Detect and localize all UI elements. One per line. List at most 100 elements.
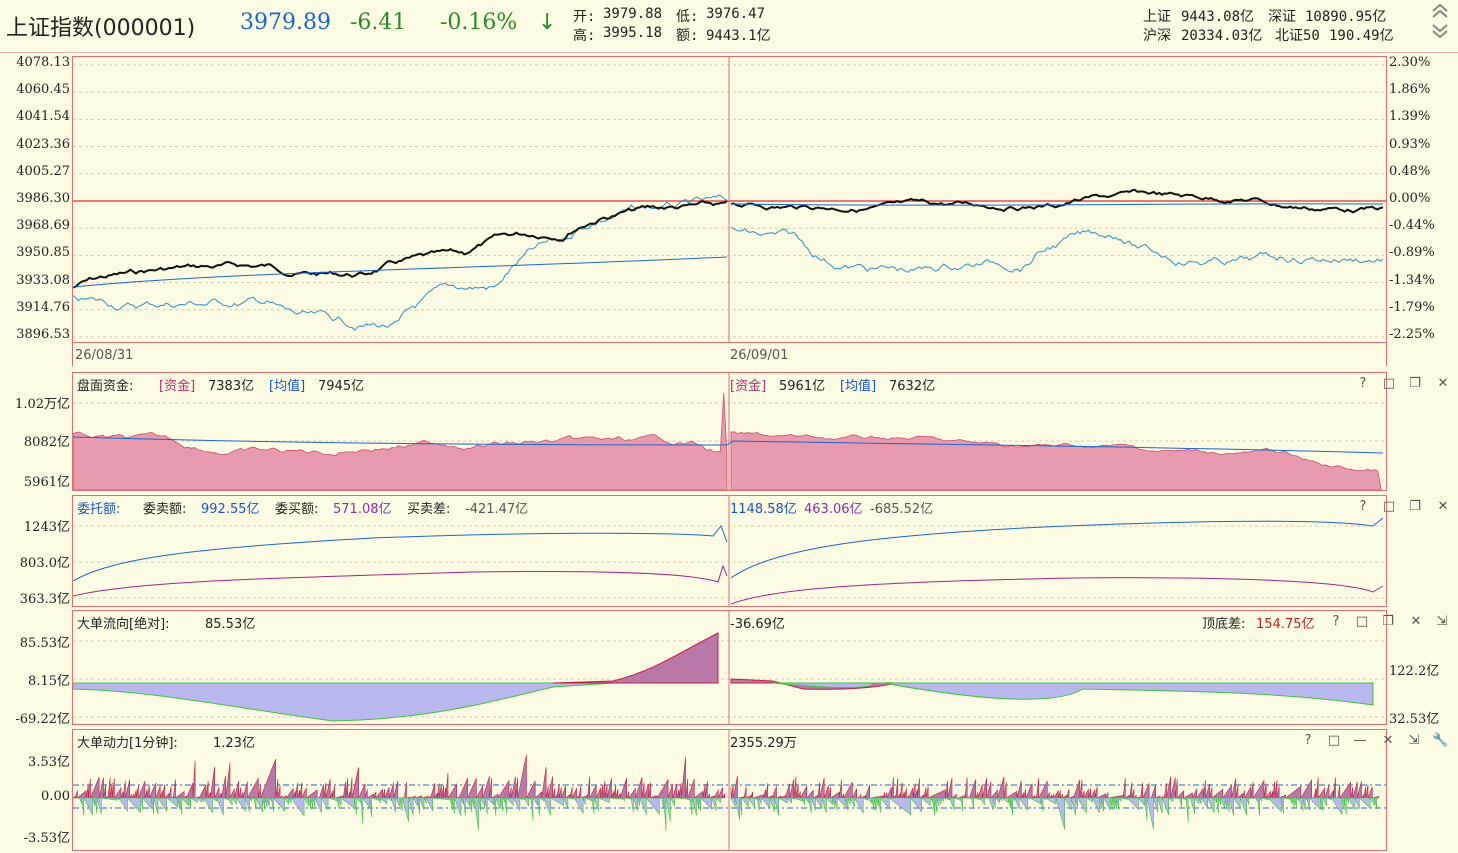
amount-value: 9443.1亿 [706,28,771,44]
funds-avg-line [73,436,1384,454]
diff-value: -421.47亿 [465,502,529,517]
funds-value-2: 5961亿 [779,379,826,394]
close-icon[interactable]: ✕ [1437,499,1449,514]
sell-order-line [73,525,728,582]
maximize-icon[interactable]: □ [1327,733,1341,748]
gap-value: 154.75亿 [1256,617,1315,632]
funds-tag-2: [资金] [730,379,767,394]
gap-label: 顶底差: [1202,617,1246,632]
price-tick: 3914.76 [16,299,70,315]
export-icon[interactable]: ⇲ [1436,614,1448,629]
pct-tick: 0.48% [1389,163,1431,179]
bigflow-toolbar: ? □ ❐ ✕ ⇲ [1328,614,1454,632]
price-tick: 4060.45 [16,82,70,98]
pct-tick: -0.44% [1389,218,1435,234]
funds-tick: 8082亿 [23,435,70,450]
funds-avg-tag-2: [均值] [840,379,877,394]
wrench-icon[interactable]: 🔧 [1432,733,1449,748]
maximize-icon[interactable]: □ [1382,499,1396,514]
sz-label: 深证 [1268,9,1296,25]
pct-tick: 0.93% [1389,136,1431,152]
sell-label: 委卖额: [143,502,187,517]
sh-label: 上证 [1143,9,1171,25]
pct-tick: -0.89% [1389,245,1435,261]
bigflow-chart-svg [73,611,1386,724]
bigflow-title: 大单流向[绝对]: [77,617,170,632]
index-price: 3979.89 [240,10,331,35]
minimize-icon[interactable]: — [1353,733,1367,748]
flow-right-tick: 32.53亿 [1389,712,1440,727]
avg-price-line [73,256,728,288]
funds-title: 盘面资金: [77,379,134,394]
funds-area [73,392,728,490]
price-tick: 4023.36 [16,136,70,152]
close-icon[interactable]: ✕ [1382,733,1394,748]
flow-negative-area-day2 [772,682,1374,706]
price-tick: 3968.69 [16,218,70,234]
pct-tick: -2.25% [1389,327,1435,342]
low-label: 低: [676,9,699,25]
flow-right-tick: 122.2亿 [1389,664,1440,679]
sh-value: 9443.08亿 [1181,9,1255,25]
bz-value: 190.49亿 [1329,28,1394,44]
momentum-negative-bars-day2 [730,796,1377,830]
date-label-2: 26/09/01 [730,348,789,363]
pct-tick: 0.00% [1389,191,1431,206]
restore-icon[interactable]: ❐ [1382,614,1394,629]
scroll-down-icon[interactable] [1430,22,1450,42]
price-tick: 3896.53 [16,327,70,342]
bz-label: 北证50 [1275,28,1320,44]
pct-tick: -1.34% [1389,272,1435,288]
funds-panel[interactable]: 盘面资金: [资金] 7383亿 [均值] 7945亿 [资金] 5961亿 [… [72,372,1387,491]
orders-toolbar: ? □ ❐ ✕ [1355,499,1455,517]
diff-value-2: -685.52亿 [870,502,934,517]
high-value: 3995.18 [603,25,663,41]
index-line-unweighted-day2 [730,226,1384,273]
bigflow-panel[interactable]: 大单流向[绝对]: 85.53亿 -36.69亿 顶底差: 154.75亿 [72,610,1387,725]
scroll-up-icon[interactable] [1430,2,1450,22]
maximize-icon[interactable]: □ [1355,614,1369,629]
close-icon[interactable]: ✕ [1410,614,1422,629]
help-icon[interactable]: ? [1304,733,1312,748]
down-arrow-icon: ↓ [538,10,557,35]
funds-avg-tag: [均值] [269,379,306,394]
momentum-panel[interactable]: 大单动力[1分钟]: 1.23亿 2355.29万 [72,729,1387,851]
restore-icon[interactable]: ❐ [1409,376,1421,391]
bigflow-value-2: -36.69亿 [730,617,785,632]
price-tick: 4005.27 [16,163,70,179]
open-label: 开: [573,9,596,25]
help-icon[interactable]: ? [1332,614,1340,629]
restore-icon[interactable]: ❐ [1409,499,1421,514]
help-icon[interactable]: ? [1359,499,1367,514]
sell-order-line-day2 [730,517,1384,579]
orders-panel[interactable]: 委托额: 委卖额: 992.55亿 委买额: 571.08亿 买卖差: -421… [72,495,1387,607]
orders-tick: 363.3亿 [19,592,70,607]
pct-tick: -1.79% [1389,299,1435,315]
price-chart-panel[interactable] [72,56,1387,343]
export-icon[interactable]: ⇲ [1408,733,1420,748]
low-value: 3976.47 [706,6,766,22]
buy-value: 571.08亿 [333,502,392,517]
help-icon[interactable]: ? [1359,376,1367,391]
funds-area-day2 [730,431,1382,490]
momentum-negative-bars [73,796,721,831]
buy-order-line [73,564,728,597]
price-chart-svg [73,57,1386,342]
close-icon[interactable]: ✕ [1437,376,1449,391]
funds-tick: 5961亿 [23,475,70,490]
momentum-title: 大单动力[1分钟]: [77,736,178,751]
price-tick: 4041.54 [16,109,70,125]
hs-label: 沪深 [1143,28,1171,44]
orders-tick: 1243亿 [23,520,70,535]
orders-title: 委托额: [77,502,121,517]
maximize-icon[interactable]: □ [1382,376,1396,391]
momentum-tick: -3.53亿 [23,831,70,846]
orders-chart-svg [73,496,1386,606]
momentum-value-2: 2355.29万 [730,736,797,751]
bigflow-value: 85.53亿 [205,617,256,632]
momentum-tick: 3.53亿 [28,755,70,770]
index-name[interactable]: 上证指数(000001) [6,16,196,41]
flow-tick: 8.15亿 [28,674,70,689]
avg-price-line-day2 [730,203,1384,206]
index-price-line-day2 [730,188,1384,214]
